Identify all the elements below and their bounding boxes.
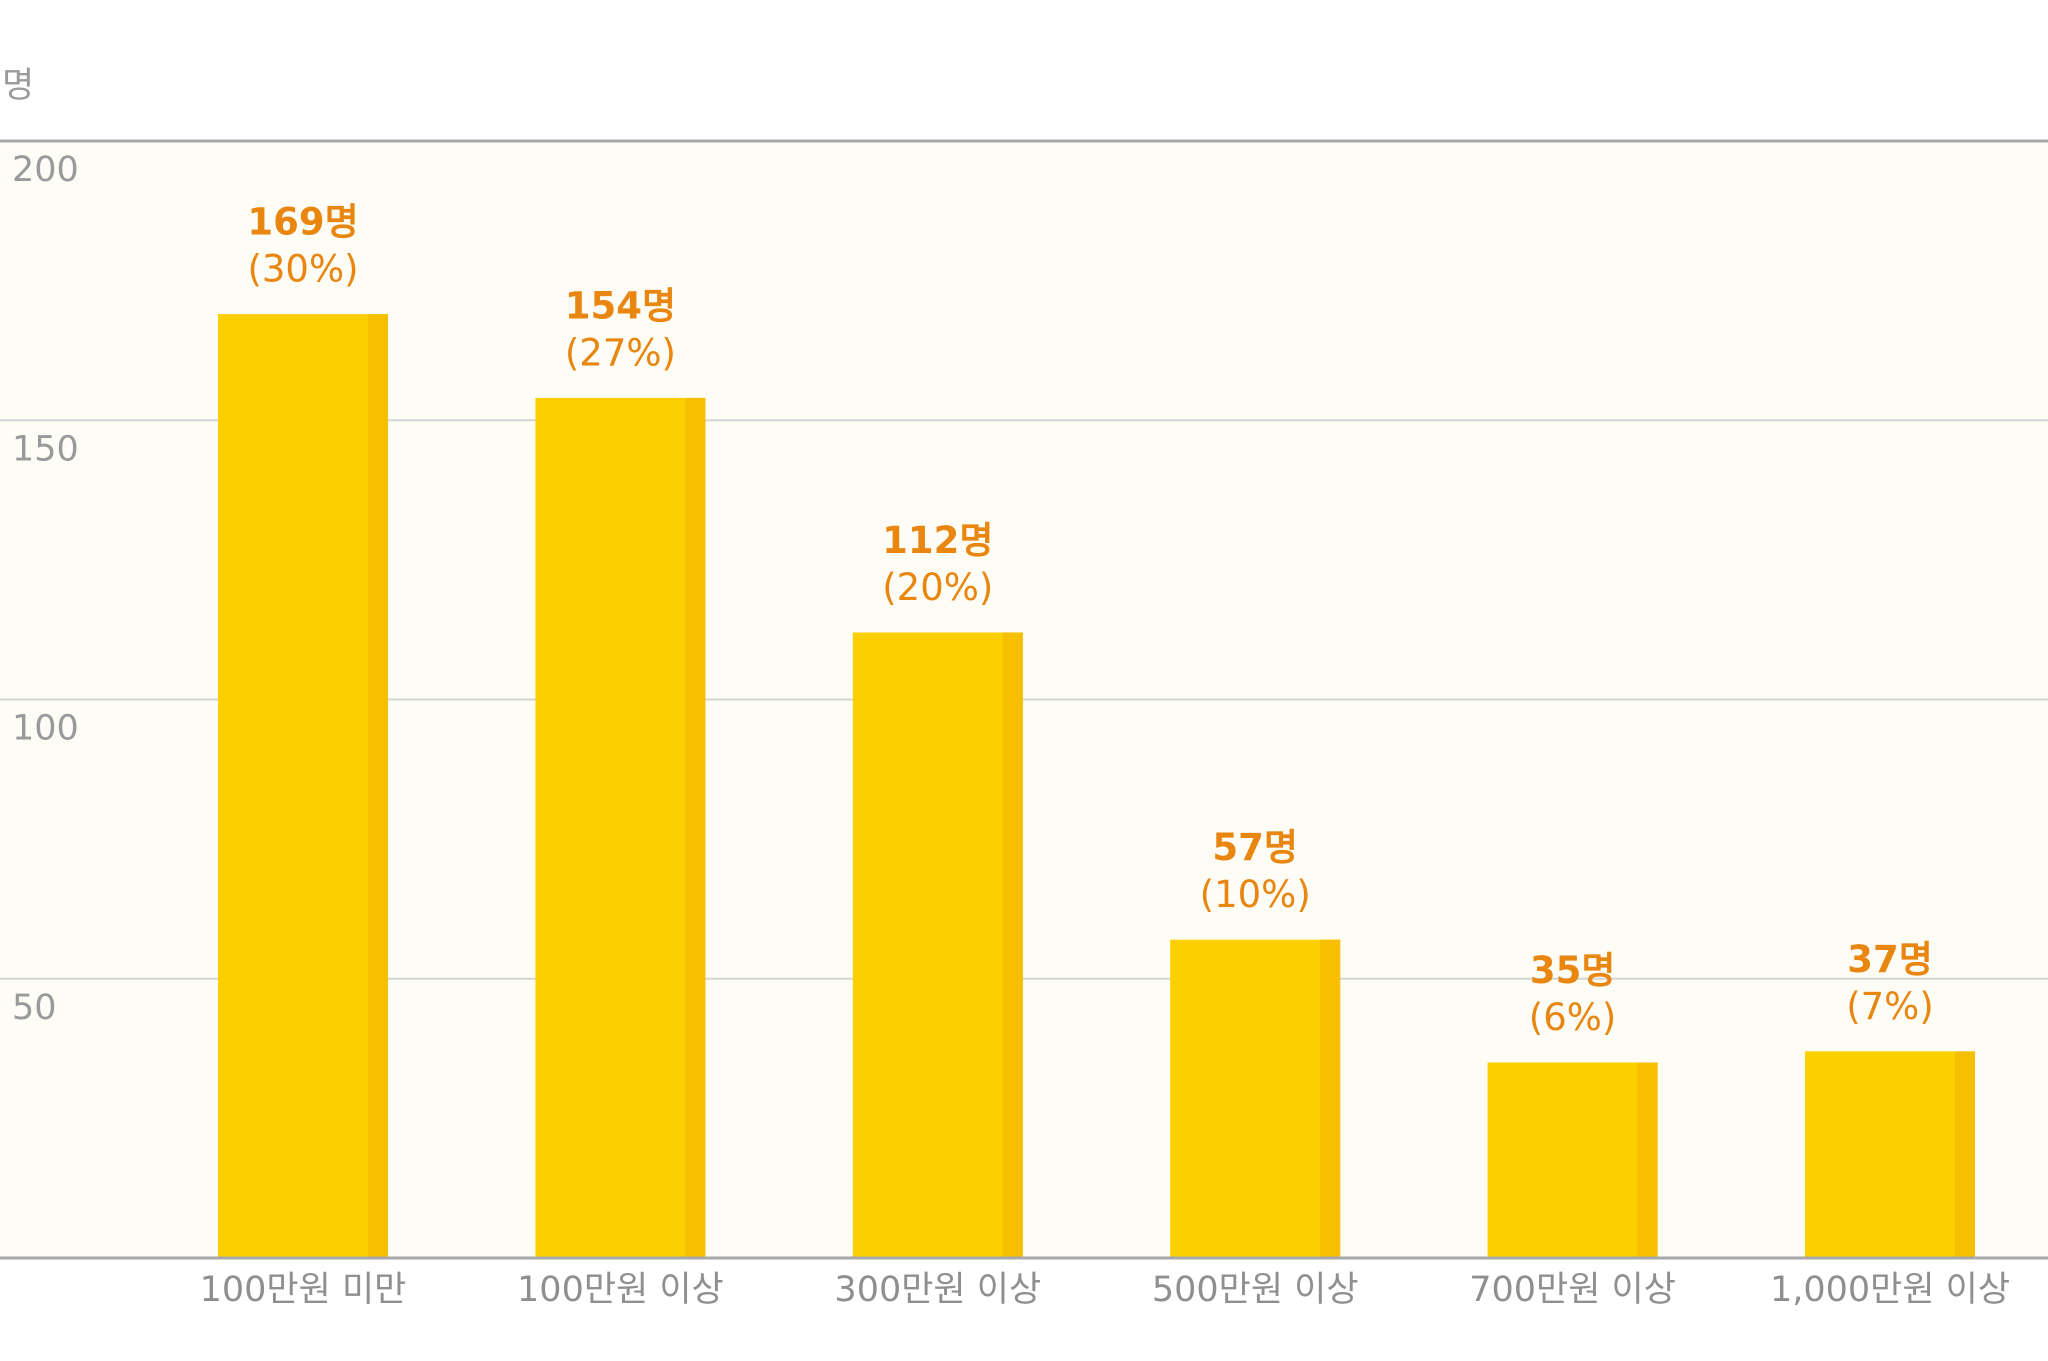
bar	[1170, 939, 1341, 1258]
value-label: 154명	[565, 284, 676, 327]
bar	[1487, 1062, 1658, 1258]
value-label: 57명	[1212, 826, 1298, 869]
y-tick-label: 150	[12, 429, 79, 469]
value-label: 112명	[882, 519, 993, 562]
bar-shade	[1320, 939, 1341, 1258]
bar-shade	[1637, 1062, 1658, 1258]
share-label: (30%)	[247, 248, 358, 291]
value-label: 37명	[1847, 938, 1933, 981]
x-tick-label: 300만원 이상	[834, 1270, 1041, 1310]
bar-shade	[685, 397, 706, 1258]
x-tick-label: 500만원 이상	[1152, 1270, 1359, 1310]
y-unit: 명	[2, 66, 34, 106]
value-label: 169명	[247, 201, 358, 244]
bar-shade	[368, 314, 388, 1258]
share-label: (27%)	[565, 331, 676, 374]
value-label: 35명	[1530, 949, 1616, 992]
bar	[218, 314, 388, 1258]
bar	[852, 632, 1023, 1258]
bar-shade	[1955, 1051, 1975, 1258]
x-tick-label: 1,000만원 이상	[1770, 1270, 2010, 1310]
share-label: (20%)	[882, 566, 993, 609]
bar	[535, 397, 706, 1258]
y-tick-label: 100	[12, 709, 79, 749]
x-tick-label: 100만원 미만	[200, 1270, 407, 1310]
bar	[1805, 1051, 1975, 1258]
x-tick-label: 100만원 이상	[517, 1270, 724, 1310]
share-label: (6%)	[1529, 996, 1617, 1039]
share-label: (10%)	[1200, 873, 1311, 916]
bar-shade	[1002, 632, 1023, 1258]
share-label: (7%)	[1846, 985, 1934, 1028]
y-tick-label: 200	[12, 150, 79, 190]
x-tick-label: 700만원 이상	[1469, 1270, 1676, 1310]
y-tick-label: 50	[12, 988, 57, 1028]
